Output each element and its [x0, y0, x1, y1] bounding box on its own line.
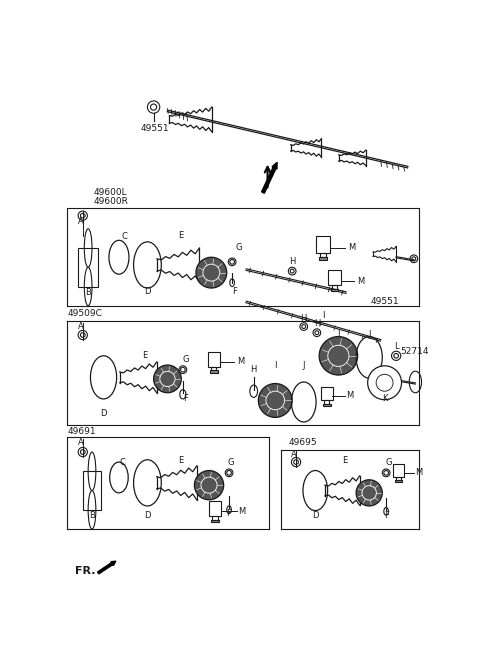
Text: I: I: [337, 329, 340, 339]
Text: E: E: [142, 351, 147, 360]
Text: G: G: [235, 244, 241, 252]
Text: D: D: [312, 512, 319, 521]
Text: M: M: [415, 468, 423, 477]
Text: A: A: [78, 217, 84, 227]
Text: 49600R: 49600R: [94, 197, 129, 206]
FancyArrow shape: [262, 162, 277, 193]
Text: C: C: [121, 232, 127, 241]
Text: 49695: 49695: [288, 438, 317, 447]
Text: I: I: [322, 311, 324, 320]
Bar: [332, 285, 337, 289]
Bar: [83, 472, 101, 510]
Bar: [78, 248, 98, 286]
Bar: [209, 500, 221, 516]
Text: 49551: 49551: [370, 297, 399, 307]
Text: F: F: [384, 512, 389, 521]
Text: G: G: [385, 458, 392, 466]
Text: F: F: [183, 394, 188, 403]
Bar: [319, 257, 327, 259]
Bar: [324, 400, 329, 403]
Text: E: E: [342, 456, 347, 465]
Text: M: M: [238, 507, 246, 516]
Text: F: F: [227, 509, 231, 518]
Text: 52714: 52714: [400, 347, 429, 356]
Text: F: F: [232, 288, 237, 297]
Text: M: M: [348, 244, 355, 252]
Text: 49509C: 49509C: [67, 309, 102, 318]
Text: H: H: [300, 314, 307, 324]
Bar: [395, 480, 402, 482]
Text: H: H: [289, 257, 295, 267]
Text: I: I: [274, 360, 276, 369]
Text: E: E: [178, 456, 183, 465]
Circle shape: [319, 337, 358, 375]
Text: J: J: [302, 360, 305, 369]
Text: K: K: [382, 394, 387, 403]
Text: M: M: [237, 358, 244, 366]
Text: 49551: 49551: [141, 124, 169, 133]
Bar: [331, 289, 338, 291]
Circle shape: [194, 470, 224, 500]
Bar: [323, 403, 331, 406]
Text: 49600L: 49600L: [94, 188, 127, 197]
Bar: [396, 477, 401, 480]
Text: M: M: [346, 391, 353, 400]
Circle shape: [356, 479, 382, 506]
Bar: [211, 367, 216, 370]
Bar: [213, 516, 218, 519]
Bar: [393, 464, 404, 477]
FancyArrow shape: [97, 561, 116, 574]
Circle shape: [258, 384, 292, 417]
Text: H: H: [313, 319, 320, 328]
Text: G: G: [228, 458, 234, 466]
Text: B: B: [89, 512, 95, 521]
Text: G: G: [183, 355, 189, 364]
Text: E: E: [178, 231, 183, 240]
Circle shape: [368, 365, 402, 400]
Text: H: H: [251, 365, 257, 374]
Text: FR.: FR.: [75, 567, 96, 576]
Text: C: C: [120, 458, 126, 466]
Circle shape: [154, 365, 181, 393]
Text: 49691: 49691: [67, 427, 96, 436]
Text: D: D: [144, 287, 151, 295]
Text: L: L: [394, 342, 398, 351]
Bar: [207, 352, 220, 367]
Bar: [316, 236, 330, 253]
Text: M: M: [357, 276, 364, 286]
Text: A: A: [78, 322, 84, 331]
Text: A: A: [291, 450, 297, 459]
Bar: [328, 270, 341, 285]
Bar: [321, 386, 333, 400]
Text: J: J: [368, 329, 371, 339]
Circle shape: [196, 257, 227, 288]
Text: D: D: [144, 512, 151, 521]
Text: D: D: [100, 409, 107, 418]
Bar: [210, 370, 217, 373]
Text: B: B: [85, 288, 91, 297]
Text: A: A: [78, 438, 84, 447]
Bar: [211, 519, 219, 522]
Bar: [320, 253, 326, 257]
